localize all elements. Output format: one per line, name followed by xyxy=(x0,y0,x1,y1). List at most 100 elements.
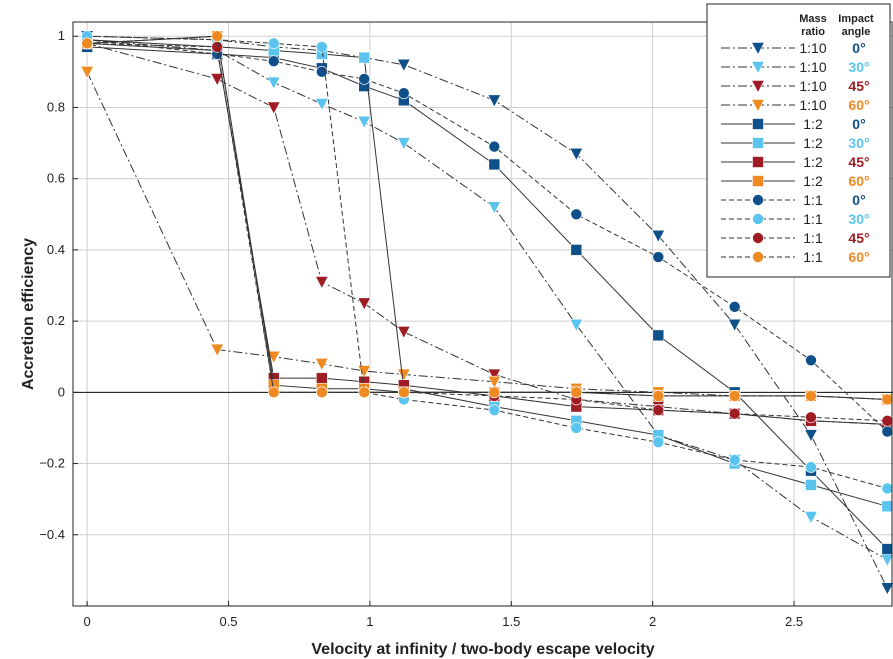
series-line xyxy=(87,39,888,432)
data-point xyxy=(357,365,372,379)
data-point xyxy=(728,390,741,402)
legend-mass-ratio: 1:2 xyxy=(803,154,823,170)
data-point xyxy=(487,375,502,389)
legend-impact-angle: 30° xyxy=(848,211,869,227)
data-point xyxy=(267,55,280,67)
legend-impact-angle: 60° xyxy=(848,249,869,265)
data-point xyxy=(81,37,93,50)
data-point xyxy=(397,326,411,339)
data-point xyxy=(488,386,501,399)
data-point xyxy=(488,140,501,153)
series-1to1-60 xyxy=(81,30,893,406)
legend-impact-angle: 0° xyxy=(852,116,865,132)
x-axis-title: Velocity at infinity / two-body escape v… xyxy=(311,641,654,658)
legend-impact-angle: 30° xyxy=(848,135,869,151)
data-point xyxy=(398,87,410,100)
data-point xyxy=(805,461,817,473)
data-point xyxy=(211,30,224,43)
data-point xyxy=(397,368,411,382)
series-line xyxy=(87,35,888,589)
legend-marker xyxy=(752,194,764,206)
x-tick-label: 1 xyxy=(366,614,373,629)
plot-frame xyxy=(72,21,893,607)
data-point xyxy=(266,76,281,90)
data-point xyxy=(880,582,893,596)
legend-impact-angle: 0° xyxy=(852,40,865,56)
legend-entry: 1:10 30° xyxy=(721,59,870,75)
series-line xyxy=(87,39,888,507)
legend-marker xyxy=(752,137,764,149)
series-line xyxy=(87,35,888,489)
data-point xyxy=(316,386,328,399)
y-axis-title: Accretion efficiency xyxy=(20,238,37,390)
data-point xyxy=(397,58,411,72)
x-tick-label: 2.5 xyxy=(785,614,803,629)
data-point xyxy=(805,479,817,491)
legend-marker xyxy=(752,232,764,244)
data-point xyxy=(728,407,741,420)
data-point xyxy=(80,66,94,79)
legend-marker xyxy=(751,80,765,94)
data-point xyxy=(804,511,818,525)
y-tick-label: 1 xyxy=(58,28,65,43)
data-point xyxy=(487,94,502,108)
data-point xyxy=(652,329,665,342)
y-tick-label: 0.2 xyxy=(47,313,65,328)
data-point xyxy=(357,297,372,311)
legend-box xyxy=(706,3,891,278)
axis-ticks: 0 0.5 1 1.5 2 2.5 −0.4 −0.2 0 0.2 0.4 0.6 0.8 1 xyxy=(39,28,803,629)
legend-entry: 1:2 45° xyxy=(721,154,870,170)
data-point xyxy=(315,276,329,290)
data-point xyxy=(358,386,371,399)
legend-mass-ratio: 1:1 xyxy=(803,249,823,265)
y-tick-label: 0.6 xyxy=(47,171,65,186)
data-point xyxy=(728,301,741,313)
legend-entry: 1:10 45° xyxy=(721,78,870,94)
data-point xyxy=(398,386,410,399)
data-point xyxy=(211,41,224,53)
legend-impact-angle: 45° xyxy=(848,78,869,94)
data-point xyxy=(805,411,817,424)
legend-entries: 1:10 0° 1:10 30° 1:10 45° 1:10 60° 1:2 0° 1:2 30° 1:… xyxy=(721,40,870,265)
legend-entry: 1:2 60° xyxy=(721,173,870,189)
data-point xyxy=(881,393,893,406)
legend-mass-ratio: 1:10 xyxy=(799,97,826,113)
data-point xyxy=(210,73,225,87)
legend-entry: 1:1 0° xyxy=(721,192,866,208)
data-point xyxy=(652,251,665,263)
data-point xyxy=(881,500,893,513)
y-tick-label: −0.2 xyxy=(39,456,65,471)
legend-mass-ratio: 1:1 xyxy=(803,192,823,208)
data-point xyxy=(397,137,411,151)
legend-impact-angle: 0° xyxy=(852,192,865,208)
legend-header-ratio-line2: ratio xyxy=(801,26,825,38)
legend-mass-ratio: 1:2 xyxy=(803,135,823,151)
legend-header-angle-line1: Impact xyxy=(838,13,874,25)
legend-entry: 1:10 60° xyxy=(721,97,870,113)
legend-mass-ratio: 1:1 xyxy=(803,211,823,227)
legend-entry: 1:10 0° xyxy=(721,40,866,56)
data-point xyxy=(569,318,584,332)
legend-marker xyxy=(752,213,764,225)
legend: Mass ratio Impact angle 1:10 0°1:10 30°1:1… xyxy=(706,3,891,278)
x-tick-label: 0 xyxy=(84,614,91,629)
series-line xyxy=(87,46,888,550)
data-point xyxy=(267,386,280,399)
legend-entry: 1:1 45° xyxy=(721,230,870,246)
data-point xyxy=(805,390,817,402)
data-point xyxy=(651,229,666,243)
series-line xyxy=(87,35,888,400)
series-line xyxy=(87,42,888,425)
data-point xyxy=(488,158,501,171)
legend-mass-ratio: 1:10 xyxy=(799,78,826,94)
legend-impact-angle: 60° xyxy=(848,97,869,113)
data-point xyxy=(358,73,371,85)
legend-marker xyxy=(751,42,765,56)
data-point xyxy=(570,244,583,256)
data-point xyxy=(881,482,893,495)
data-point xyxy=(570,386,583,399)
data-point xyxy=(358,51,371,64)
legend-marker xyxy=(751,99,765,113)
legend-marker xyxy=(752,175,764,187)
series-layer xyxy=(80,30,893,596)
